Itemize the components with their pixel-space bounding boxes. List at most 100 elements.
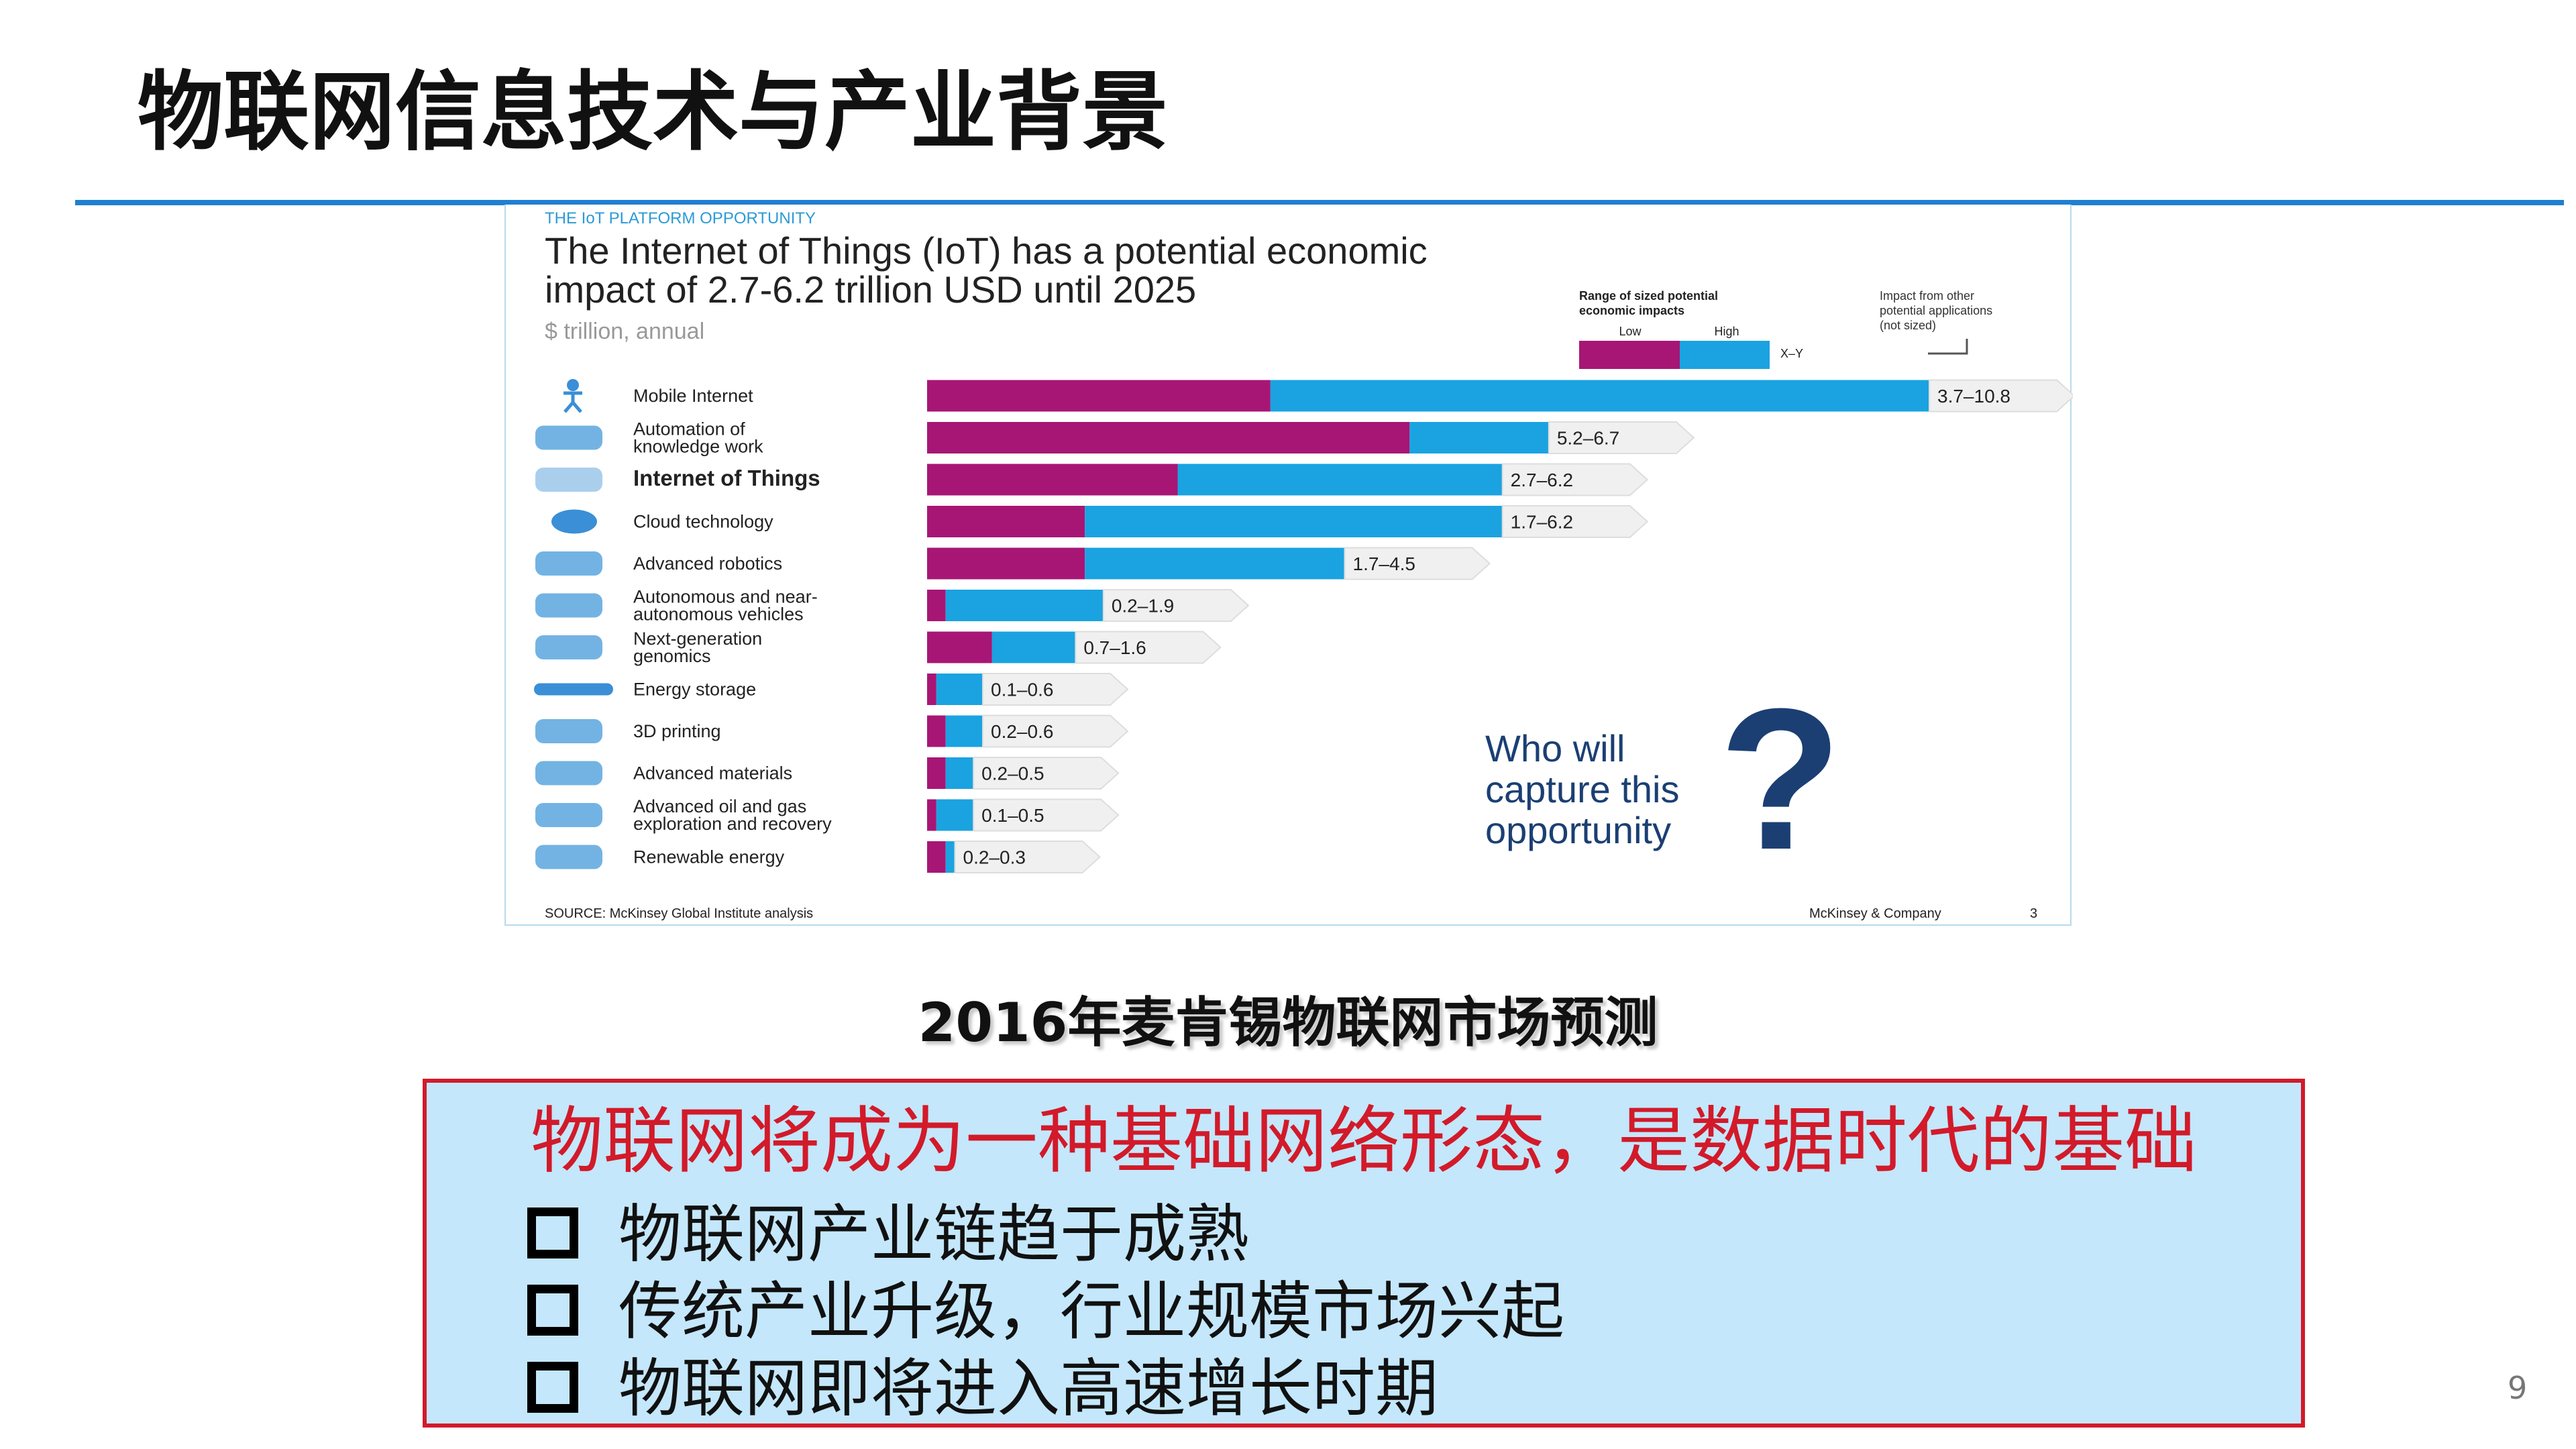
category-label: genomics xyxy=(633,646,711,666)
category-label: exploration and recovery xyxy=(633,814,832,834)
bar-low xyxy=(927,631,992,663)
value-label: 5.2–6.7 xyxy=(1557,428,1619,449)
bar-high xyxy=(1085,547,1345,580)
category-label: Advanced robotics xyxy=(633,553,782,574)
legend-range-label: Range of sized potential xyxy=(1579,289,1718,303)
3d-printer-icon xyxy=(535,719,602,743)
value-label-tag xyxy=(1548,421,1695,454)
legend-range-label: economic impacts xyxy=(1579,304,1684,317)
bar-high xyxy=(936,799,974,831)
question-mark-icon: ? xyxy=(1719,666,1841,892)
mobile-person-icon xyxy=(567,379,579,391)
chart-source: SOURCE: McKinsey Global Institute analys… xyxy=(545,906,813,921)
value-label-tag xyxy=(973,757,1120,790)
legend-high-label: High xyxy=(1714,325,1739,338)
bullet-text: 物联网即将进入高速增长时期 xyxy=(619,1352,1439,1426)
category-label: Automation of xyxy=(633,419,745,439)
category-label: Autonomous and near- xyxy=(633,587,818,607)
bar-high xyxy=(1270,380,1929,412)
category-label: Cloud technology xyxy=(633,512,773,532)
value-label: 0.1–0.5 xyxy=(981,805,1044,826)
summary-callout: 物联网将成为一种基础网络形态，是数据时代的基础 物联网产业链趋于成熟 传统产业升… xyxy=(423,1079,2305,1428)
bar-high xyxy=(945,715,983,747)
value-label-tag xyxy=(982,714,1129,748)
value-label: 1.7–4.5 xyxy=(1353,553,1415,574)
bar-high xyxy=(991,631,1076,663)
category-label: 3D printing xyxy=(633,721,721,741)
dna-icon xyxy=(535,635,602,659)
checkbox-square-icon xyxy=(527,1361,578,1413)
chart-caption: 2016年麦肯锡物联网市场预测 xyxy=(918,991,1658,1054)
legend-bracket xyxy=(1928,339,1968,355)
cloud-icon xyxy=(551,509,597,534)
callout-question-line: capture this xyxy=(1485,768,1680,810)
iot-impact-chart: THE IoT PLATFORM OPPORTUNITY The Internet… xyxy=(504,205,2073,926)
value-label-tag xyxy=(1501,505,1649,538)
legend-low-label: Low xyxy=(1619,325,1642,338)
bar-low xyxy=(927,464,1178,496)
bar-high xyxy=(945,757,974,789)
category-label: Energy storage xyxy=(633,680,756,700)
chart-page-number: 3 xyxy=(2030,906,2037,921)
bullet-text: 传统产业升级，行业规模市场兴起 xyxy=(619,1275,1565,1348)
bar-high xyxy=(1085,506,1503,537)
bar-low xyxy=(927,506,1085,537)
value-label: 0.7–1.6 xyxy=(1083,637,1146,658)
callout-question-line: opportunity xyxy=(1485,809,1671,851)
value-label-tag xyxy=(1102,589,1250,622)
value-label: 1.7–6.2 xyxy=(1511,512,1573,533)
legend-marker-label: X–Y xyxy=(1780,347,1803,360)
brain-icon xyxy=(535,425,602,450)
category-label: Internet of Things xyxy=(633,466,820,490)
solar-wind-icon xyxy=(535,845,602,869)
bar-high xyxy=(1177,464,1503,496)
legend-other-label: potential applications xyxy=(1880,304,1992,317)
bar-low xyxy=(927,590,946,621)
page-number: 9 xyxy=(2508,1370,2528,1406)
callout-headline: 物联网将成为一种基础网络形态，是数据时代的基础 xyxy=(530,1099,2197,1183)
value-label-tag xyxy=(1501,463,1649,496)
materials-icon xyxy=(535,761,602,786)
bar-low xyxy=(927,757,946,789)
chart-title-line: The Internet of Things (IoT) has a poten… xyxy=(545,229,1428,272)
category-label: Advanced materials xyxy=(633,763,792,784)
bar-low xyxy=(927,380,1271,412)
chart-title-line: impact of 2.7-6.2 trillion USD until 202… xyxy=(545,268,1196,311)
bar-low xyxy=(927,547,1085,580)
value-label-tag xyxy=(973,798,1120,832)
legend-high-swatch xyxy=(1680,341,1770,369)
value-label: 0.1–0.6 xyxy=(991,680,1053,700)
chart-unit-label: $ trillion, annual xyxy=(545,319,704,344)
chart-brand: McKinsey & Company xyxy=(1809,906,1941,921)
legend-other-label: Impact from other xyxy=(1880,289,1974,303)
category-label: knowledge work xyxy=(633,437,763,457)
chart-canvas: THE IoT PLATFORM OPPORTUNITY The Internet… xyxy=(534,209,2073,921)
oil-rig-icon xyxy=(535,803,602,827)
category-label: Renewable energy xyxy=(633,847,785,867)
category-label: Next-generation xyxy=(633,629,762,649)
value-label: 2.7–6.2 xyxy=(1511,470,1573,490)
value-label-tag xyxy=(1075,631,1222,664)
value-label: 0.2–0.5 xyxy=(981,763,1044,784)
checkbox-square-icon xyxy=(527,1207,578,1258)
title-rule xyxy=(75,200,2564,205)
bar-high xyxy=(1409,422,1549,453)
bullet-item: 传统产业升级，行业规模市场兴起 xyxy=(527,1277,1564,1346)
category-label: Advanced oil and gas xyxy=(633,796,806,816)
bullet-item: 物联网产业链趋于成熟 xyxy=(527,1200,1249,1269)
bar-high xyxy=(945,841,955,873)
bar-high xyxy=(945,590,1104,621)
legend-other-label: (not sized) xyxy=(1880,319,1936,332)
value-label-tag xyxy=(1929,379,2073,413)
bar-high xyxy=(936,674,983,705)
legend-low-swatch xyxy=(1579,341,1680,369)
bar-low xyxy=(927,674,936,705)
bullet-item: 物联网即将进入高速增长时期 xyxy=(527,1354,1438,1424)
bar-low xyxy=(927,715,946,747)
mobile-person-icon xyxy=(564,391,582,413)
vehicles-icon xyxy=(535,593,602,618)
value-label-tag xyxy=(982,673,1129,706)
slide-title: 物联网信息技术与产业背景 xyxy=(138,62,1169,162)
iot-grid-icon xyxy=(535,468,602,492)
callout-question-line: Who will xyxy=(1485,727,1625,769)
